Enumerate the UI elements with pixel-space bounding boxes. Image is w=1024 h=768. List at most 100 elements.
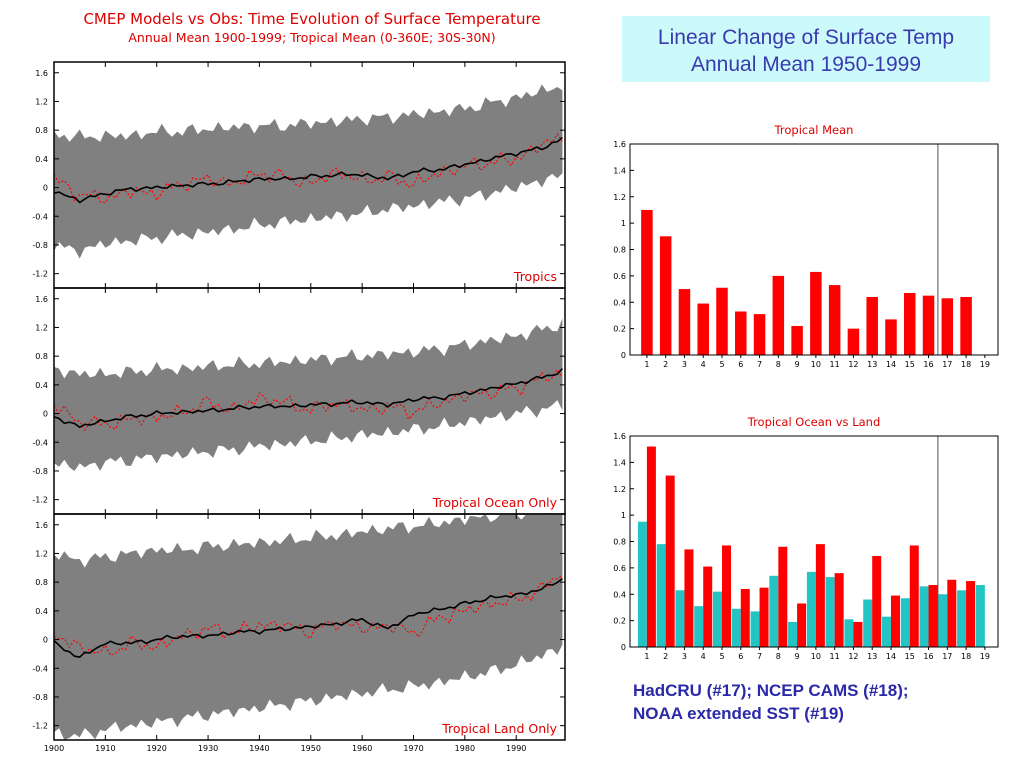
bar	[788, 621, 798, 647]
linear-change-title-line2: Annual Mean 1950-1999	[690, 53, 921, 76]
bar	[791, 325, 803, 355]
y-tick-label: -0.8	[32, 241, 48, 250]
bar	[778, 546, 788, 647]
panel-label: Tropical Land Only	[441, 721, 557, 736]
x-tick-label: 16	[923, 360, 933, 368]
x-tick-label: 2	[663, 652, 668, 660]
y-tick-label: 0.4	[35, 607, 48, 616]
footnote-line1: HadCRU (#17); NCEP CAMS (#18);	[633, 681, 909, 700]
bar	[772, 275, 785, 355]
model-spread-band	[54, 84, 563, 259]
observations-line	[53, 133, 563, 204]
x-tick-label: 2	[663, 360, 668, 368]
y-tick-label: 1.2	[35, 323, 48, 332]
bar	[844, 619, 854, 647]
y-tick-label: 0.8	[613, 246, 626, 255]
x-tick-label: 4	[701, 652, 706, 660]
y-tick-label: 0.8	[35, 578, 48, 587]
bar	[731, 608, 741, 647]
y-tick-label: 0.8	[35, 352, 48, 361]
y-tick-label: 0.4	[35, 381, 48, 390]
bar	[909, 545, 919, 647]
bar	[646, 446, 656, 647]
x-tick-label: 1	[644, 360, 649, 368]
x-tick-label: 8	[776, 360, 781, 368]
x-tick-label: 5	[719, 652, 724, 660]
bar	[881, 616, 891, 647]
y-tick-label: 1.6	[35, 295, 48, 304]
bar	[759, 587, 769, 647]
x-tick-label: 16	[923, 652, 933, 660]
x-tick-label: 1970	[403, 744, 423, 753]
x-tick-label: 11	[830, 652, 840, 660]
y-tick-label: 0.6	[613, 272, 626, 281]
x-tick-label: 7	[757, 360, 762, 368]
x-tick-label: 1900	[44, 744, 64, 753]
y-tick-label: 0.2	[613, 617, 626, 626]
x-tick-label: 11	[830, 360, 840, 368]
x-tick-label: 19	[980, 360, 990, 368]
x-tick-label: 15	[905, 360, 915, 368]
y-tick-label: 1.2	[613, 193, 626, 202]
bar	[703, 566, 713, 647]
y-tick-label: 0.2	[613, 325, 626, 334]
panel-2: 1.6 1.2 0.8 0.4 0 -0.4 -0.8 -1.2 Tropical Ocean …	[32, 287, 566, 515]
x-tick-label: 12	[848, 652, 858, 660]
linear-change-title-box: Linear Change of Surface Temp Annual Mea…	[622, 16, 990, 82]
y-tick-label: -0.8	[32, 467, 48, 476]
bar	[828, 285, 841, 355]
x-tick-label: 14	[886, 360, 896, 368]
bar	[866, 296, 878, 355]
y-tick-label: 1.2	[35, 97, 48, 106]
bar	[797, 603, 807, 647]
x-tick-label: 8	[776, 652, 781, 660]
left-figure-title: CMEP Models vs Obs: Time Evolution of Su…	[83, 10, 540, 28]
y-tick-label: 0	[43, 636, 48, 645]
y-tick-label: -0.4	[32, 438, 48, 447]
x-tick-label: 6	[738, 360, 743, 368]
x-tick-label: 17	[942, 652, 952, 660]
panel-label: Tropical Ocean Only	[432, 495, 558, 510]
bar	[863, 599, 873, 647]
x-tick-label: 4	[701, 360, 706, 368]
bar	[697, 303, 709, 355]
bar	[900, 598, 910, 647]
bar	[938, 594, 948, 647]
y-tick-label: 0.8	[35, 126, 48, 135]
model-mean-line	[53, 136, 563, 204]
y-tick-label: 0	[43, 410, 48, 419]
x-tick-label: 3	[682, 360, 687, 368]
bar	[735, 311, 747, 355]
bar	[810, 271, 822, 355]
y-tick-label: 1.4	[613, 166, 626, 175]
x-tick-label: 10	[811, 652, 821, 660]
x-tick-label: 3	[682, 652, 687, 660]
bar-chart-title: Tropical Ocean vs Land	[747, 415, 881, 429]
y-tick-label: 0.8	[613, 538, 626, 547]
x-tick-label: 6	[738, 652, 743, 660]
bar	[713, 591, 722, 647]
x-tick-label: 13	[867, 652, 877, 660]
model-spread-band	[54, 318, 563, 471]
x-tick-label: 19	[980, 652, 990, 660]
bar	[957, 590, 967, 647]
bar	[659, 236, 672, 355]
bar	[890, 595, 900, 647]
y-tick-label: -1.2	[32, 496, 48, 505]
y-tick-label: -0.4	[32, 212, 48, 221]
bar	[853, 621, 863, 647]
linear-change-title-line1: Linear Change of Surface Temp	[657, 26, 955, 49]
time-evolution-figure: CMEP Models vs Obs: Time Evolution of Su…	[32, 10, 566, 753]
panel-label: Tropics	[513, 269, 557, 284]
bar	[641, 209, 653, 355]
bar	[716, 287, 728, 355]
footnote-line2: NOAA extended SST (#19)	[633, 704, 844, 723]
bar	[656, 544, 666, 647]
y-tick-label: -0.4	[32, 664, 48, 673]
bar	[975, 585, 985, 647]
x-tick-label: 1960	[352, 744, 372, 753]
bar	[947, 579, 957, 647]
dataset-footnote: HadCRU (#17); NCEP CAMS (#18); NOAA exte…	[633, 679, 1013, 725]
x-tick-label: 1980	[455, 744, 475, 753]
